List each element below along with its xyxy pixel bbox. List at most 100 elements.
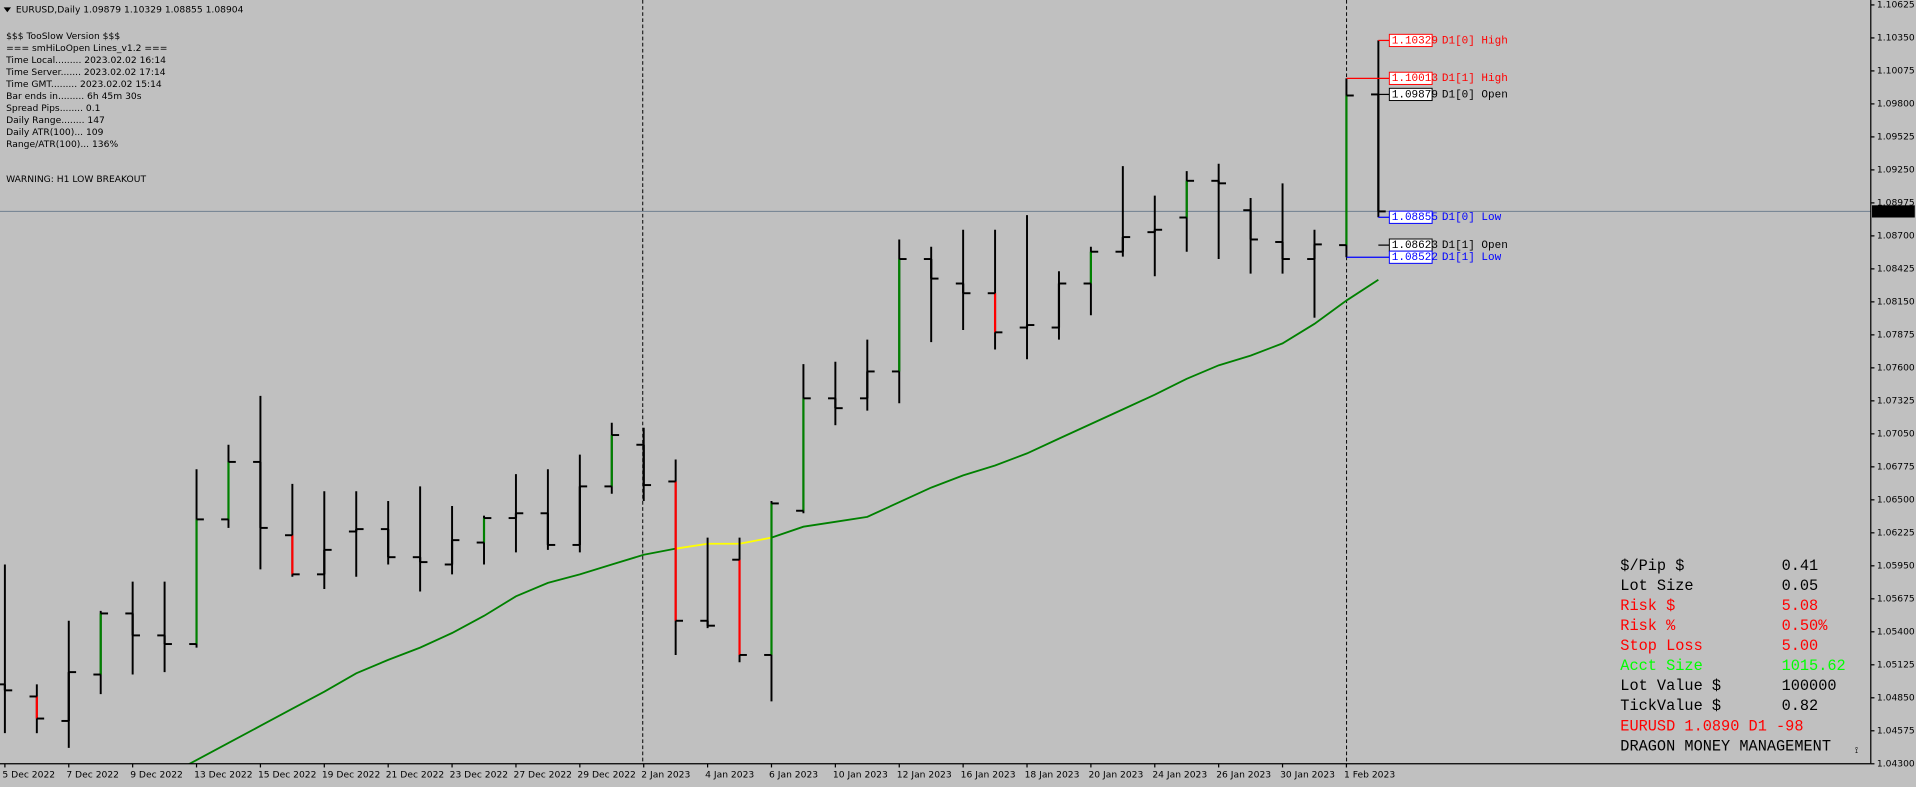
info-line: Bar ends in......... 6h 45m 30s bbox=[6, 91, 142, 102]
info-line: Time GMT......... 2023.02.02 15:14 bbox=[5, 79, 162, 90]
y-tick-label: 1.10625 bbox=[1877, 0, 1915, 10]
info-line: Daily ATR(100)... 109 bbox=[6, 127, 103, 138]
y-tick-label: 1.08150 bbox=[1877, 296, 1915, 307]
plot-area bbox=[0, 0, 1871, 764]
x-tick-label: 26 Jan 2023 bbox=[1216, 769, 1271, 780]
mm-label: $/Pip $ bbox=[1620, 557, 1684, 575]
mm-label: Lot Size bbox=[1620, 577, 1693, 595]
y-tick-label: 1.07600 bbox=[1877, 362, 1915, 373]
x-tick-label: 7 Dec 2022 bbox=[66, 769, 119, 780]
x-tick-label: 15 Dec 2022 bbox=[258, 769, 316, 780]
y-tick-label: 1.08425 bbox=[1877, 263, 1915, 274]
y-tick-label: 1.05125 bbox=[1877, 659, 1915, 670]
level-box bbox=[1388, 210, 1433, 224]
y-tick-label: 1.04575 bbox=[1877, 725, 1915, 736]
level-box bbox=[1388, 33, 1433, 48]
x-tick-label: 13 Dec 2022 bbox=[194, 769, 252, 780]
y-tick-label: 1.08700 bbox=[1877, 230, 1915, 241]
x-tick-label: 27 Dec 2022 bbox=[514, 769, 572, 780]
menu-icon[interactable] bbox=[3, 7, 11, 13]
info-line: Range/ATR(100)... 136% bbox=[6, 139, 118, 150]
mm-value: 0.05 bbox=[1782, 577, 1819, 595]
resize-icon[interactable]: ⟟ bbox=[1855, 745, 1858, 756]
mm-value: 0.82 bbox=[1782, 697, 1819, 715]
x-tick-label: 16 Jan 2023 bbox=[961, 769, 1016, 780]
y-tick-label: 1.10075 bbox=[1877, 65, 1915, 76]
mm-value: 5.00 bbox=[1782, 637, 1819, 655]
y-tick-label: 1.05400 bbox=[1877, 626, 1915, 637]
level-box bbox=[1388, 250, 1433, 264]
x-tick-label: 6 Jan 2023 bbox=[769, 769, 818, 780]
mm-label: Lot Value $ bbox=[1620, 677, 1721, 695]
footer: DRAGON MONEY MANAGEMENT bbox=[1620, 738, 1831, 756]
mm-label: Risk % bbox=[1620, 617, 1676, 635]
x-tick-label: 2 Jan 2023 bbox=[641, 769, 690, 780]
level-value: 1.10329 bbox=[1392, 35, 1438, 47]
mm-label: Acct Size bbox=[1620, 657, 1702, 675]
y-tick-label: 1.10350 bbox=[1877, 32, 1915, 43]
x-tick-label: 5 Dec 2022 bbox=[2, 769, 55, 780]
x-tick-label: 23 Dec 2022 bbox=[450, 769, 508, 780]
x-tick-label: 4 Jan 2023 bbox=[705, 769, 754, 780]
y-tick-label: 1.09800 bbox=[1877, 98, 1915, 109]
mm-label: Stop Loss bbox=[1620, 637, 1702, 655]
x-tick-label: 20 Jan 2023 bbox=[1088, 769, 1143, 780]
x-tick-label: 10 Jan 2023 bbox=[833, 769, 888, 780]
info-line: Time Server....... 2023.02.02 17:14 bbox=[5, 67, 166, 78]
level-value: 1.08623 bbox=[1392, 240, 1438, 252]
level-value: 1.08855 bbox=[1392, 212, 1438, 224]
level-value: 1.09879 bbox=[1392, 89, 1438, 101]
y-tick-label: 1.04850 bbox=[1877, 692, 1915, 703]
x-tick-label: 1 Feb 2023 bbox=[1344, 769, 1395, 780]
level-value: 1.08522 bbox=[1392, 252, 1438, 264]
mm-value: 0.50% bbox=[1782, 617, 1829, 635]
x-tick-label: 9 Dec 2022 bbox=[130, 769, 183, 780]
level-name: D1[0] Low bbox=[1442, 212, 1502, 224]
y-tick-label: 1.09525 bbox=[1877, 131, 1915, 142]
mm-value: 0.41 bbox=[1782, 557, 1819, 575]
y-tick-label: 1.09250 bbox=[1877, 164, 1915, 175]
warning: WARNING: H1 LOW BREAKOUT bbox=[6, 174, 146, 185]
y-tick-label: 1.06500 bbox=[1877, 494, 1915, 505]
y-tick-label: 1.07875 bbox=[1877, 329, 1915, 340]
moving-average bbox=[675, 536, 772, 550]
y-tick-label: 1.06775 bbox=[1877, 461, 1915, 472]
y-tick-label: 1.06225 bbox=[1877, 527, 1915, 538]
info-line: Daily Range........ 147 bbox=[6, 115, 105, 126]
level-name: D1[1] Low bbox=[1442, 252, 1502, 264]
x-tick-label: 21 Dec 2022 bbox=[386, 769, 444, 780]
level-box bbox=[1388, 71, 1433, 85]
y-tick-label: 1.07050 bbox=[1877, 428, 1915, 439]
price-tag-label: 1.08904 bbox=[1877, 206, 1915, 217]
x-tick-label: 24 Jan 2023 bbox=[1152, 769, 1207, 780]
x-tick-label: 19 Dec 2022 bbox=[322, 769, 380, 780]
y-tick-label: 1.04300 bbox=[1877, 758, 1915, 769]
mm-value: 5.08 bbox=[1782, 597, 1819, 615]
level-name: D1[1] Open bbox=[1442, 240, 1508, 252]
chart-header: EURUSD,Daily 1.09879 1.10329 1.08855 1.0… bbox=[16, 4, 244, 15]
x-tick-label: 29 Dec 2022 bbox=[577, 769, 635, 780]
x-tick-label: 18 Jan 2023 bbox=[1025, 769, 1080, 780]
level-name: D1[0] High bbox=[1442, 35, 1508, 47]
mm-summary: EURUSD 1.0890 D1 -98 bbox=[1620, 718, 1803, 736]
info-line: Time Local......... 2023.02.02 16:14 bbox=[5, 55, 166, 66]
level-box bbox=[1388, 87, 1433, 102]
level-name: D1[1] High bbox=[1442, 73, 1508, 85]
info-line: === smHiLoOpen Lines_v1.2 === bbox=[6, 43, 167, 54]
mm-label: Risk $ bbox=[1620, 597, 1675, 615]
y-tick-label: 1.05675 bbox=[1877, 593, 1915, 604]
mm-value: 1015.62 bbox=[1782, 657, 1846, 675]
y-tick-label: 1.05950 bbox=[1877, 560, 1915, 571]
price-tag bbox=[1872, 205, 1915, 218]
y-tick-label: 1.08975 bbox=[1877, 197, 1915, 208]
info-line: $$$ TooSlow Version $$$ bbox=[6, 31, 120, 42]
level-name: D1[0] Open bbox=[1442, 89, 1508, 101]
moving-average bbox=[187, 279, 1379, 764]
x-tick-label: 30 Jan 2023 bbox=[1280, 769, 1335, 780]
mm-value: 100000 bbox=[1782, 677, 1837, 695]
x-tick-label: 12 Jan 2023 bbox=[897, 769, 952, 780]
level-value: 1.10013 bbox=[1392, 73, 1438, 85]
y-tick-label: 1.07325 bbox=[1877, 395, 1915, 406]
